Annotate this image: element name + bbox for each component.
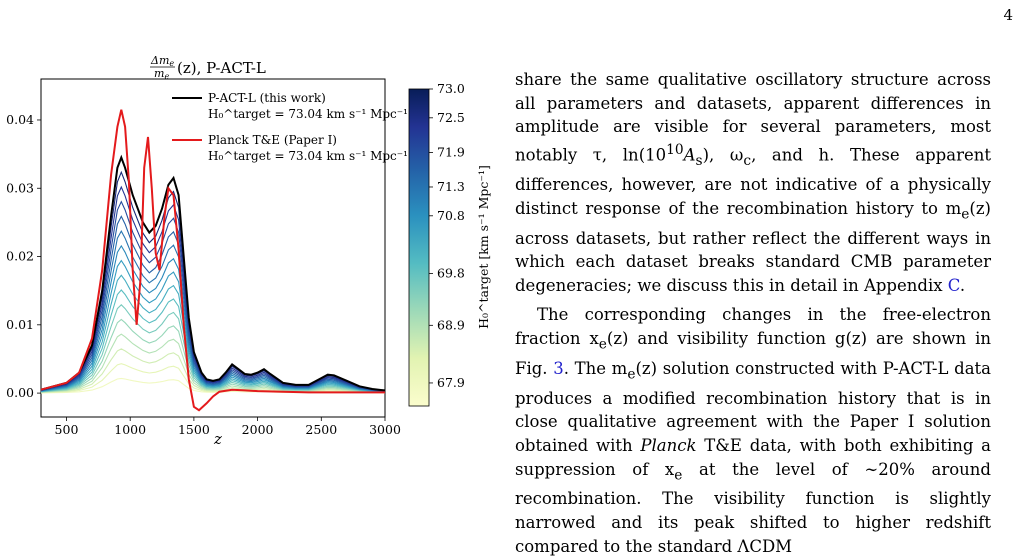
text-column: share the same qualitative oscillatory s… xyxy=(515,68,991,558)
legend-sublabel-pactl: H₀^target = 73.04 km s⁻¹ Mpc⁻¹ xyxy=(208,107,408,121)
figure: Δme me (z), P-ACT-L 500 1000 1500 2000 2500 3… xyxy=(6,54,491,448)
p2-text-d: . The m xyxy=(563,358,628,378)
legend-label-planck: Planck T&E (Paper I) xyxy=(208,133,337,147)
title-den-sub: e xyxy=(164,72,169,81)
colorbar-tick-label: 73.0 xyxy=(437,81,465,96)
y-tick-label: 0.04 xyxy=(6,112,34,127)
colorbar-label: H₀^target [km s⁻¹ Mpc⁻¹] xyxy=(476,165,491,329)
family-curve xyxy=(40,215,386,392)
plot-frame xyxy=(40,78,386,418)
p2-sub-e2: e xyxy=(627,366,636,383)
x-tick-label: 500 xyxy=(55,422,79,437)
p1-sub-c: c xyxy=(743,152,752,169)
series-group xyxy=(40,109,386,412)
legend-sublabel-planck: H₀^target = 73.04 km s⁻¹ Mpc⁻¹ xyxy=(208,149,408,163)
colorbar-tick-label: 71.9 xyxy=(437,144,465,159)
title-num: Δm xyxy=(150,54,169,67)
p1-text-d: ), ω xyxy=(702,145,744,165)
figure-title: Δme me (z), P-ACT-L xyxy=(150,54,266,81)
p1-text-b: A xyxy=(683,145,696,165)
p2-sub-e1: e xyxy=(598,336,607,353)
colorbar-tick-label: 70.8 xyxy=(437,208,465,223)
colorbar-tick-label: 67.9 xyxy=(437,375,465,390)
y-tick-label: 0.02 xyxy=(6,249,34,264)
x-tick-label: 3000 xyxy=(369,422,401,437)
p1-sup: 10 xyxy=(666,141,684,158)
p2-planck: Planck xyxy=(640,436,697,455)
svg-text:me: me xyxy=(154,67,169,81)
series-line-planck xyxy=(40,109,385,412)
colorbar-tick-label: 69.8 xyxy=(437,265,465,280)
x-axis-label: z xyxy=(213,430,222,448)
appendix-link[interactable]: C xyxy=(947,275,960,295)
title-rest: (z), P-ACT-L xyxy=(177,59,266,77)
paragraph-2: The corresponding changes in the free-el… xyxy=(515,303,991,558)
title-den: m xyxy=(154,67,164,80)
y-axis: 0.00 0.01 0.02 0.03 0.04 xyxy=(6,112,41,400)
family-curve xyxy=(40,333,386,393)
p1-sub-e: e xyxy=(961,206,970,223)
svg-text:Δme: Δme xyxy=(150,54,174,68)
legend-label-pactl: P-ACT-L (this work) xyxy=(208,91,326,105)
y-tick-label: 0.01 xyxy=(6,317,34,332)
legend: P-ACT-L (this work) H₀^target = 73.04 km… xyxy=(172,91,408,163)
x-axis: 500 1000 1500 2000 2500 3000 xyxy=(55,417,401,437)
figure-link[interactable]: 3 xyxy=(553,358,564,378)
p2-text-a: The corresponding changes in the free-el… xyxy=(515,305,991,349)
p1-text-a: share the same qualitative oscillatory s… xyxy=(515,70,991,165)
colorbar-tick-label: 72.5 xyxy=(437,110,465,125)
curve-family xyxy=(40,170,386,394)
p1-end: . xyxy=(959,275,966,295)
y-tick-label: 0.03 xyxy=(6,180,34,195)
x-tick-label: 1000 xyxy=(114,422,146,437)
y-tick-label: 0.00 xyxy=(6,385,34,400)
colorbar xyxy=(408,88,430,407)
x-tick-label: 1500 xyxy=(178,422,210,437)
p2-text-f: (z) solution constructed with P-ACT-L da… xyxy=(515,358,991,455)
p2-text-c: (z) and visibility function g(z) are sho… xyxy=(515,329,991,378)
x-tick-label: 2500 xyxy=(305,422,337,437)
x-tick-label: 2000 xyxy=(242,422,274,437)
colorbar-ticks: 73.0 72.5 71.9 71.3 70.8 69.8 68.9 67.9 xyxy=(429,81,465,390)
p1-sub-s: s xyxy=(695,152,703,169)
series-line-pactl xyxy=(40,154,386,392)
p2-sub-e3: e xyxy=(674,466,683,483)
p1-text-h: (z) across datasets, but rather reflect … xyxy=(515,198,991,295)
colorbar-tick-label: 71.3 xyxy=(437,179,465,194)
colorbar-tick-label: 68.9 xyxy=(437,317,465,332)
page-number: 4 xyxy=(1003,6,1013,24)
p1-text-f: , and h. These apparent differences, how… xyxy=(515,145,991,218)
title-num-sub: e xyxy=(169,59,174,68)
paragraph-1: share the same qualitative oscillatory s… xyxy=(515,68,991,297)
